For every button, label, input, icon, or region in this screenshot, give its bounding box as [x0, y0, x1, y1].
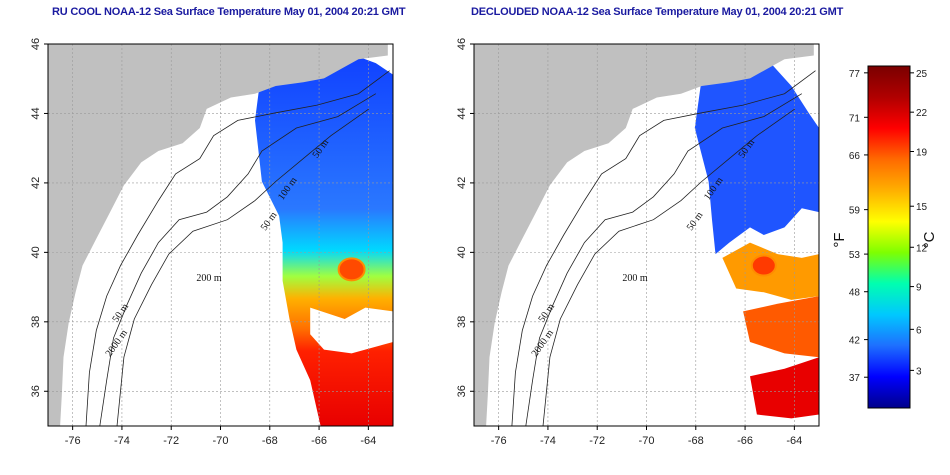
lat-tick-label: 40	[30, 246, 42, 258]
cloud-gap	[310, 307, 393, 354]
warm-core-ring	[750, 254, 777, 277]
lon-tick-label: -68	[688, 435, 704, 447]
celsius-unit-label: °C	[921, 231, 938, 248]
land-mass	[474, 44, 814, 426]
map-area	[48, 44, 393, 426]
lat-tick-label: 42	[456, 177, 468, 189]
fahrenheit-tick-label: 48	[849, 288, 861, 299]
fahrenheit-tick-label: 53	[849, 250, 861, 261]
fahrenheit-tick-label: 59	[849, 206, 861, 217]
lon-tick-label: -76	[491, 435, 507, 447]
contour-line-2	[525, 93, 803, 426]
lat-tick-label: 46	[30, 38, 42, 50]
lon-tick-label: -74	[114, 435, 130, 447]
contour-line-3	[116, 108, 370, 426]
fahrenheit-tick-label: 77	[849, 69, 861, 80]
celsius-tick-label: 3	[916, 366, 922, 377]
lon-tick-label: -70	[213, 435, 229, 447]
graticule	[48, 44, 393, 426]
temperature-colorbar: 77 71 66 59 53 48 42 37 25 22 19 15 12 9 6 3 °F °C	[831, 65, 938, 409]
lat-tick-label: 36	[456, 385, 468, 397]
land-mass	[48, 44, 388, 426]
sst-imagery	[694, 63, 819, 419]
contour-line-1	[85, 70, 390, 426]
contour-label: 200 m	[622, 273, 648, 284]
lon-tick-label: -64	[360, 435, 376, 447]
left-panel-title: RU COOL NOAA-12 Sea Surface Temperature …	[52, 6, 406, 18]
contour-line-1	[511, 70, 816, 426]
lat-tick-label: 44	[30, 107, 42, 119]
fahrenheit-tick-label: 66	[849, 151, 861, 162]
lat-tick-label: 44	[456, 107, 468, 119]
celsius-tick-label: 22	[916, 108, 928, 119]
celsius-tick-label: 15	[916, 202, 928, 213]
declouded-north	[694, 63, 819, 255]
declouded-south-1	[743, 296, 819, 358]
lon-tick-label: -76	[65, 435, 81, 447]
lon-tick-label: -64	[786, 435, 802, 447]
sst-imagery	[255, 51, 393, 426]
lon-tick-label: -72	[589, 435, 605, 447]
contour-line-3	[542, 108, 796, 426]
contour-label: 200 m	[196, 273, 222, 284]
map-area	[474, 44, 819, 426]
warm-core-ring	[337, 257, 366, 282]
fahrenheit-tick-label: 71	[849, 113, 861, 124]
contour-line-2	[99, 93, 377, 426]
graticule	[474, 44, 819, 426]
lon-tick-label: -66	[737, 435, 753, 447]
lon-tick-label: -72	[163, 435, 179, 447]
bathymetry-contours	[511, 70, 816, 426]
fahrenheit-tick-label: 42	[849, 336, 861, 347]
celsius-tick-label: 12	[916, 243, 928, 254]
fahrenheit-tick-label: 37	[849, 373, 861, 384]
right-panel-title: DECLOUDED NOAA-12 Sea Surface Temperatur…	[471, 6, 844, 18]
colorbar-gradient	[867, 65, 911, 409]
lat-tick-label: 46	[456, 38, 468, 50]
declouded-south-2	[750, 357, 819, 419]
celsius-tick-label: 9	[916, 283, 922, 294]
lat-tick-label: 36	[30, 385, 42, 397]
lat-tick-label: 40	[456, 246, 468, 258]
lon-tick-label: -68	[262, 435, 278, 447]
lat-tick-label: 38	[30, 316, 42, 328]
lon-tick-label: -70	[639, 435, 655, 447]
fahrenheit-unit-label: °F	[831, 232, 848, 247]
lat-tick-label: 42	[30, 177, 42, 189]
lon-tick-label: -66	[311, 435, 327, 447]
lon-tick-label: -74	[540, 435, 556, 447]
celsius-tick-label: 19	[916, 148, 928, 159]
celsius-tick-label: 25	[916, 69, 928, 80]
lat-tick-label: 38	[456, 316, 468, 328]
bathymetry-contours	[85, 70, 390, 426]
celsius-tick-label: 6	[916, 325, 922, 336]
